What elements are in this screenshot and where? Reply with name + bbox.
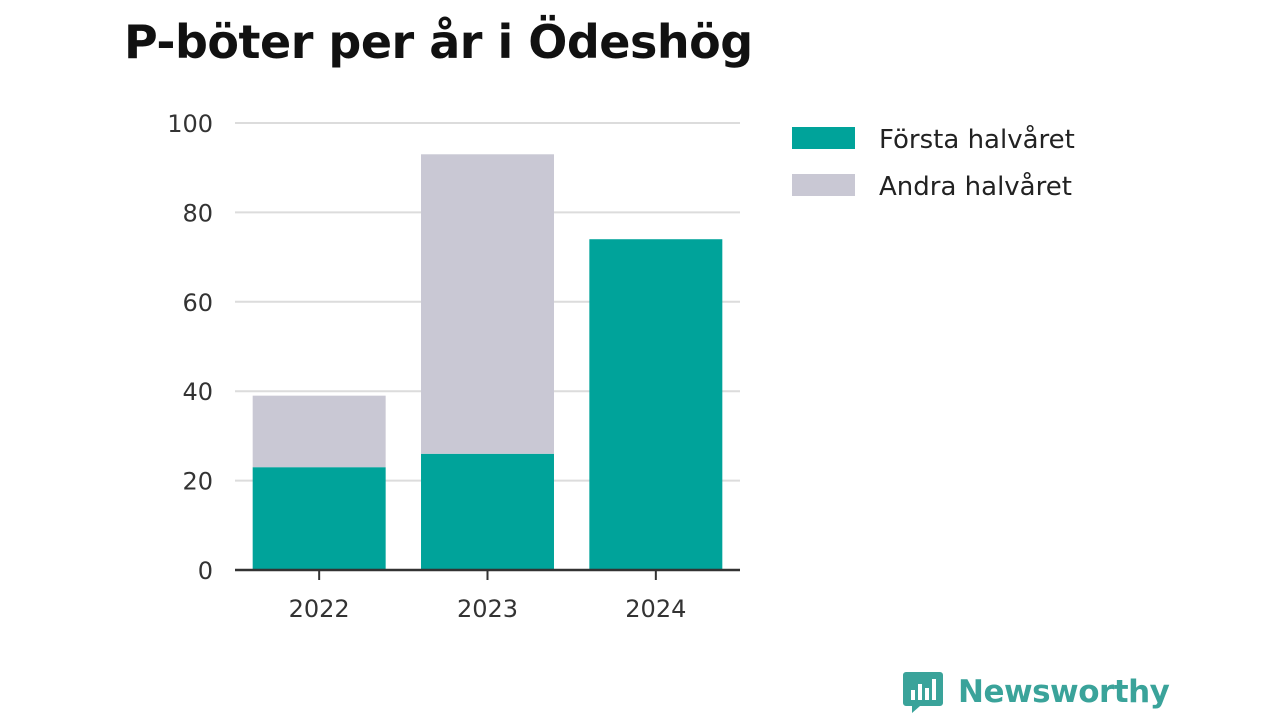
bar-2023-andra [421,154,554,454]
axes: 0 20 40 60 80 100 2022 2023 2024 [167,110,740,623]
y-tick-label: 40 [182,378,213,406]
bars [252,154,723,570]
brand-logo: Newsworthy [902,670,1170,714]
legend: Första halvåret Andra halvåret [792,124,1075,202]
legend-swatch [792,174,855,196]
newsworthy-logo-icon [903,672,943,713]
y-tick-label: 0 [198,557,213,585]
brand-name: Newsworthy [958,674,1170,710]
legend-swatch [792,127,855,149]
legend-label: Andra halvåret [879,171,1072,202]
bar-2023-forsta [421,453,554,570]
y-tick-label: 60 [182,289,213,317]
x-tick-label: 2024 [625,595,686,623]
y-tick-label: 80 [182,199,213,227]
legend-label: Första halvåret [879,124,1075,155]
x-tick-label: 2023 [457,595,518,623]
x-tick-label: 2022 [289,595,350,623]
bar-2022-andra [252,395,386,468]
y-tick-label: 100 [167,110,213,138]
bar-2022-forsta [252,467,386,570]
y-tick-label: 20 [182,468,213,496]
chart-title: P-böter per år i Ödeshög [124,15,753,69]
bar-2024-forsta [589,239,723,570]
